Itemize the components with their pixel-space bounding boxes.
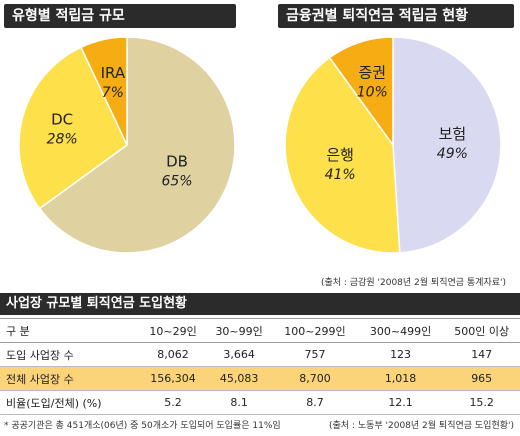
pie-chart-type: DB 65% DC 28% IRA 7% — [18, 36, 236, 254]
table-cell: 757 — [272, 342, 358, 367]
slice-value-1: 41% — [325, 167, 356, 183]
table-cell: 8,062 — [140, 342, 207, 367]
table-cell: 5.2 — [140, 390, 207, 415]
slice-value-1: 28% — [47, 131, 78, 147]
pie-slice-1 — [18, 46, 128, 210]
table-title: 사업장 규모별 퇴직연금 도입현황 — [0, 293, 520, 315]
slice-label-1: DC — [51, 110, 73, 128]
slice-label-1: 은행 — [326, 146, 354, 164]
table-cell: 비율(도입/전체) (%) — [0, 390, 140, 415]
table-cell: 147 — [443, 342, 520, 367]
source-top: (출처 : 금감원 '2008년 2월 퇴직연금 통계자료') — [321, 278, 506, 288]
table-cell: 965 — [443, 366, 520, 391]
table-row: 도입 사업장 수 8,062 3,664 757 123 147 — [0, 342, 520, 367]
table-cell: 45,083 — [206, 366, 273, 391]
table-cell: 도입 사업장 수 — [0, 342, 140, 367]
table-header-row: 구 분 10~29인 30~99인 100~299인 300~499인 500인 이상 — [0, 318, 520, 343]
table-cell: 12.1 — [357, 390, 444, 415]
slice-value-2: 10% — [357, 84, 388, 100]
pie1-title: 유형별 적립금 규모 — [4, 4, 236, 28]
table-cell: 1,018 — [357, 366, 444, 391]
slice-label-2: 증권 — [359, 63, 387, 81]
table-cell: 8,700 — [272, 366, 358, 391]
pie-chart-sector: 보험 49% 은행 41% 증권 10% — [284, 36, 502, 254]
footnote-right: (출처 : 노동부 '2008년 2월 퇴직연금 도입현황') — [329, 421, 514, 431]
column-header-4: 300~499인 — [357, 318, 444, 343]
table-row: 비율(도입/전체) (%) 5.2 8.1 8.7 12.1 15.2 — [0, 390, 520, 415]
pie-slice-0 — [392, 36, 502, 254]
footnote-left: * 공공기관은 총 451개소(06년) 중 50개소가 도입되어 도입률은 1… — [4, 421, 281, 431]
pie-slice-0 — [38, 36, 236, 254]
column-header-0: 구 분 — [0, 318, 140, 343]
table-cell: 전체 사업장 수 — [0, 366, 140, 391]
slice-label-0: 보험 — [439, 125, 467, 143]
slice-label-2: IRA — [101, 64, 126, 82]
slice-value-2: 7% — [102, 85, 124, 101]
column-header-3: 100~299인 — [272, 318, 358, 343]
slice-value-0: 49% — [437, 146, 468, 162]
slice-label-0: DB — [166, 152, 188, 170]
pie-slice-1 — [284, 56, 401, 254]
table-cell: 8.1 — [206, 390, 273, 415]
adoption-table: 구 분 10~29인 30~99인 100~299인 300~499인 500인 이상 도… — [0, 318, 520, 415]
column-header-5: 500인 이상 — [443, 318, 520, 343]
pie2-title: 금융권별 퇴직연금 적립금 현황 — [278, 4, 514, 28]
pie-slice-2 — [328, 36, 394, 148]
slice-value-0: 65% — [161, 173, 192, 189]
column-header-2: 30~99인 — [206, 318, 273, 343]
pie-slice-2 — [80, 36, 128, 146]
table-cell: 15.2 — [443, 390, 520, 415]
column-header-1: 10~29인 — [140, 318, 207, 343]
table-cell: 3,664 — [206, 342, 273, 367]
table-cell: 123 — [357, 342, 444, 367]
table-cell: 8.7 — [272, 390, 358, 415]
table-cell: 156,304 — [140, 366, 207, 391]
table-row: 전체 사업장 수 156,304 45,083 8,700 1,018 965 — [0, 366, 520, 391]
